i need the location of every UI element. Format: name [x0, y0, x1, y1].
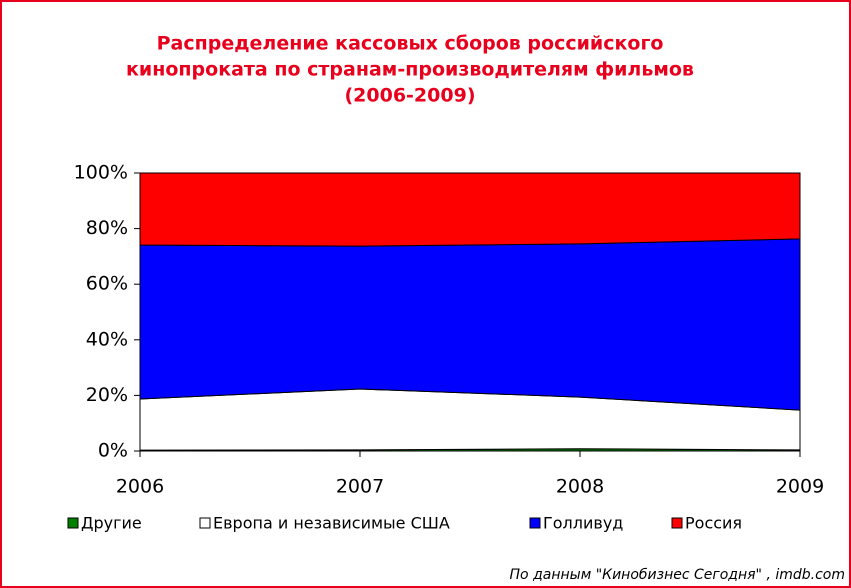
legend-label: Россия — [685, 514, 742, 533]
legend-swatch — [671, 517, 683, 529]
x-tick-label: 2006 — [116, 476, 164, 498]
y-tick-label: 100% — [74, 162, 128, 184]
legend-swatch — [67, 517, 79, 529]
y-tick-label: 60% — [86, 273, 128, 295]
area — [139, 238, 801, 411]
legend-swatch — [199, 517, 211, 529]
y-tick-label: 0% — [98, 440, 128, 462]
y-tick-label: 20% — [86, 384, 128, 406]
chart-title: кинопроката по странам-производителям фи… — [126, 59, 694, 81]
chart-title: (2006-2009) — [344, 85, 475, 107]
chart-title: Распределение кассовых сборов российског… — [157, 33, 664, 55]
y-tick-label: 40% — [86, 328, 128, 350]
legend-label: Другие — [81, 514, 142, 533]
x-tick-label: 2009 — [776, 476, 824, 498]
y-tick-label: 80% — [86, 217, 128, 239]
x-tick-label: 2008 — [556, 476, 604, 498]
legend-label: Европа и независимые США — [213, 514, 450, 533]
legend-swatch — [529, 517, 541, 529]
source-note: По данным "Кинобизнес Сегодня" , imdb.co… — [510, 567, 845, 583]
legend-label: Голливуд — [543, 514, 623, 533]
x-tick-label: 2007 — [336, 476, 384, 498]
area — [139, 172, 801, 247]
